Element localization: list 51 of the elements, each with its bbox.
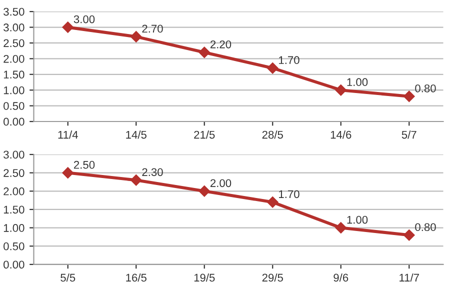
point	[267, 196, 278, 208]
x-tick-label: 28/5	[262, 130, 283, 139]
data-label: 1.00	[347, 78, 368, 86]
data-label: 2.20	[210, 40, 232, 48]
y-tick-label: 2.50	[4, 39, 24, 48]
x-tick-label: 19/5	[194, 273, 215, 282]
y-tick-label: 2.00	[4, 187, 24, 196]
data-label: 0.80	[415, 84, 436, 92]
point	[335, 222, 346, 234]
point	[198, 186, 210, 197]
x-tick-label: 9/6	[334, 273, 348, 282]
point	[198, 46, 210, 58]
x-tick-label: 21/5	[194, 130, 215, 139]
point	[404, 90, 415, 102]
point	[130, 31, 142, 42]
y-tick-label: 0.00	[4, 118, 24, 126]
y-tick-label: 2.00	[4, 54, 24, 63]
y-tick-label: 3.50	[4, 8, 24, 16]
x-tick-label: 11/7	[400, 273, 419, 282]
y-tick-label: 0.50	[4, 102, 24, 110]
data-label: 2.50	[74, 160, 95, 169]
y-tick-label: 0.50	[4, 242, 24, 250]
y-tick-label: 1.00	[4, 224, 24, 232]
data-label: 2.30	[142, 168, 163, 176]
point	[335, 84, 346, 96]
data-label: 3.00	[74, 15, 95, 24]
data-label: 2.70	[142, 24, 163, 33]
x-tick-label: 5/7	[402, 130, 416, 139]
y-tick-label: 1.00	[4, 86, 24, 94]
data-label: 2.00	[210, 179, 232, 188]
x-tick-label: 29/5	[262, 273, 283, 282]
data-label: 1.70	[279, 190, 300, 198]
data-label: 1.00	[347, 216, 368, 224]
point	[62, 22, 74, 33]
point	[267, 62, 278, 74]
y-tick-label: 3.00	[4, 150, 24, 159]
x-tick-label: 5/5	[60, 273, 76, 282]
x-tick-label: 16/5	[126, 273, 146, 282]
y-tick-label: 1.50	[4, 206, 24, 214]
point	[130, 174, 142, 186]
data-label: 1.70	[279, 56, 300, 64]
point	[404, 230, 415, 241]
point	[62, 167, 74, 178]
y-tick-label: 2.50	[4, 169, 24, 177]
x-tick-label: 14/6	[330, 130, 352, 139]
x-tick-label: 11/4	[58, 130, 78, 139]
y-tick-label: 1.50	[4, 70, 24, 79]
y-tick-label: 3.00	[4, 24, 24, 32]
y-tick-label: 0.00	[4, 260, 24, 269]
x-tick-label: 14/5	[126, 130, 146, 139]
data-label: 0.80	[415, 223, 436, 232]
